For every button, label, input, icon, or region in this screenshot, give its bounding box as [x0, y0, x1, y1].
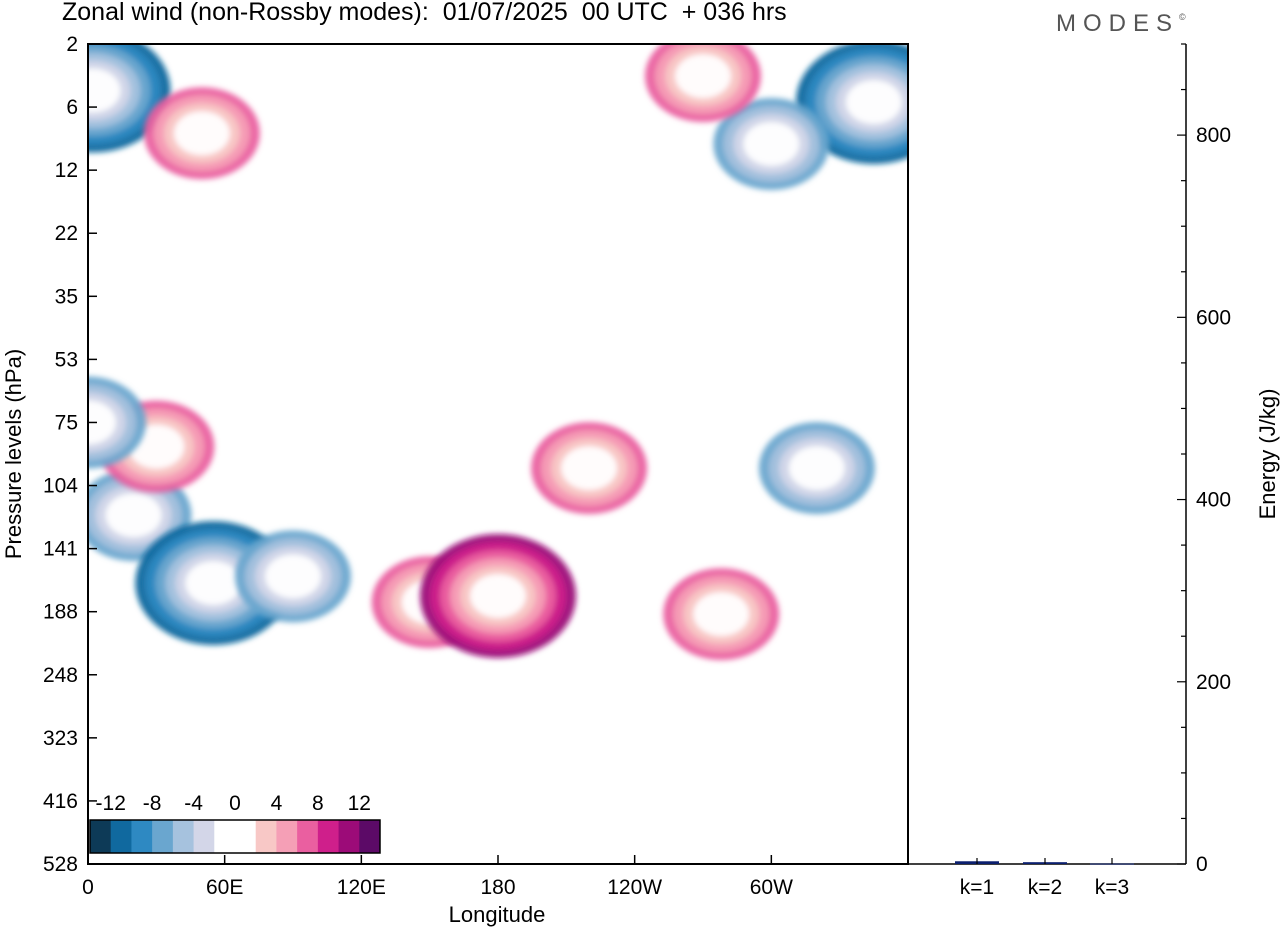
energy-tick-label: 800 [1196, 124, 1231, 147]
colorbar-swatch [110, 820, 132, 853]
contour-band [845, 80, 902, 125]
colorbar-frame [89, 819, 381, 854]
contour-band [265, 554, 321, 599]
y-tick-label: 53 [55, 348, 78, 371]
contour-blob [758, 422, 875, 515]
x-tick-label: 120W [607, 876, 662, 899]
energy-category-label: k=3 [1095, 876, 1129, 899]
colorbar-swatch [255, 820, 277, 853]
contour-field [88, 44, 908, 661]
modes-logo: MODES© [1056, 10, 1186, 37]
energy-bar-k=3 [1090, 863, 1134, 865]
y-tick-label: 22 [55, 222, 78, 245]
colorbar-swatch [235, 820, 257, 853]
contour-blob [713, 97, 830, 190]
contour-band [105, 493, 162, 538]
y-tick-label: 6 [66, 96, 78, 119]
colorbar-label: 12 [348, 792, 371, 815]
contour-band [88, 400, 116, 445]
contour-blob [795, 44, 908, 165]
contour-blob [420, 533, 576, 658]
colorbar-swatch [193, 820, 215, 853]
y-tick-label: 75 [55, 411, 78, 434]
colorbar-swatch [338, 820, 360, 853]
colorbar-swatch [359, 820, 381, 853]
colorbar-swatch [172, 820, 195, 853]
y-tick-label: 104 [43, 475, 78, 498]
colorbar-swatch [131, 820, 153, 853]
y-tick-label: 248 [43, 664, 78, 687]
chart-title: Zonal wind (non-Rossby modes): 01/07/202… [62, 0, 787, 26]
contour-blob [645, 44, 761, 123]
contour-blob [143, 87, 260, 180]
contour-band [173, 111, 230, 156]
colorbar-swatch [297, 820, 319, 853]
colorbar-label: 0 [229, 792, 241, 815]
x-tick-label: 0 [82, 876, 94, 899]
x-tick-label: 60W [750, 876, 793, 899]
contour-band [185, 561, 242, 606]
colorbar-label: -8 [143, 792, 162, 815]
contour-blob [88, 376, 146, 469]
y-tick-label: 141 [43, 538, 78, 561]
contour-blob [531, 422, 648, 515]
energy-tick-label: 200 [1196, 671, 1231, 694]
colorbar-label: -4 [184, 792, 203, 815]
colorbar-label: 4 [271, 792, 283, 815]
x-tick-label: 180 [480, 876, 515, 899]
contour-blob [235, 530, 351, 623]
colorbar-label: -12 [96, 792, 126, 815]
y-tick-label: 188 [43, 601, 78, 624]
energy-category-label: k=2 [1028, 876, 1062, 899]
y-tick-label: 2 [66, 33, 78, 56]
contour-band [743, 121, 800, 166]
colorbar-swatch [317, 820, 340, 853]
contour-band [470, 573, 526, 618]
contour-band [788, 446, 845, 491]
contour-band [561, 446, 618, 491]
contour-band [88, 68, 121, 113]
y-axis-label: Pressure levels (hPa) [1, 349, 26, 559]
y-tick-label: 12 [55, 159, 78, 182]
energy-category-label: k=1 [960, 876, 994, 899]
energy-tick-label: 600 [1196, 306, 1231, 329]
x-tick-label: 120E [337, 876, 386, 899]
colorbar-swatch [214, 820, 236, 853]
colorbar-swatch [276, 820, 298, 853]
energy-tick-label: 0 [1196, 853, 1208, 876]
y-tick-label: 416 [43, 790, 78, 813]
y-tick-label: 35 [55, 285, 78, 308]
colorbar-swatch [90, 820, 112, 853]
colorbar-swatch [152, 820, 174, 853]
contour-band [675, 54, 731, 99]
y-tick-label: 528 [43, 853, 78, 876]
x-axis-label: Longitude [449, 902, 546, 927]
energy-axis-label: Energy (J/kg) [1255, 389, 1280, 520]
x-tick-label: 60E [206, 876, 243, 899]
contour-band [693, 592, 750, 637]
colorbar-label: 8 [312, 792, 324, 815]
energy-tick-label: 400 [1196, 489, 1231, 512]
contour-blob [663, 568, 780, 661]
y-tick-label: 323 [43, 727, 78, 750]
